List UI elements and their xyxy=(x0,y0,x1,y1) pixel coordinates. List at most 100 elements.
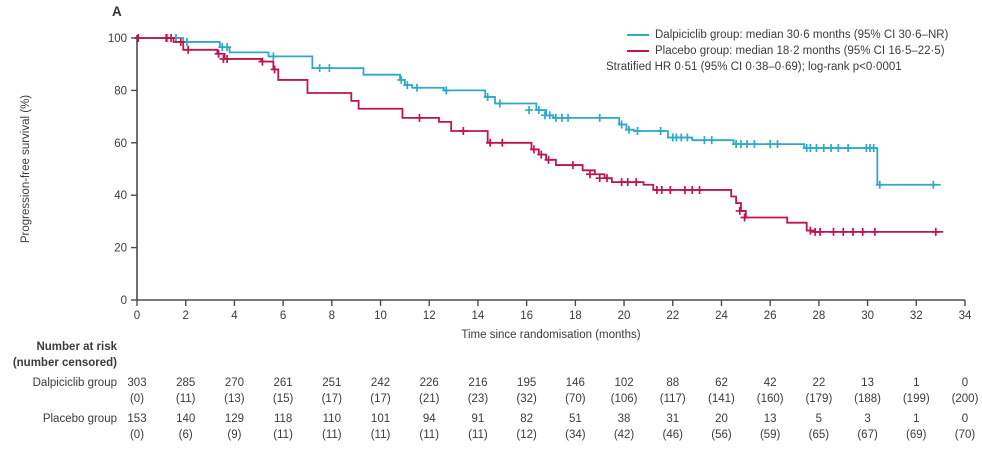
km-chart: 0 2 4 6 8 10 12 14 16 18 20 22 24 26 28 30 32 34020406080… xyxy=(108,33,972,322)
censor-mark-dalpiciclib xyxy=(403,81,412,90)
x-tick-label: 14 xyxy=(472,310,485,322)
risk-cell: (32) xyxy=(516,393,537,405)
risk-cell: (188) xyxy=(854,393,881,405)
survival-curve-placebo xyxy=(137,37,944,233)
censor-mark-dalpiciclib xyxy=(633,127,642,136)
risk-table-header-line1: Number at risk xyxy=(36,341,117,353)
censor-mark-placebo xyxy=(568,161,577,170)
risk-cell: (65) xyxy=(808,429,830,441)
censor-mark-dalpiciclib xyxy=(617,120,626,129)
x-tick-label: 10 xyxy=(374,310,387,322)
risk-cell: (0) xyxy=(129,393,145,405)
y-tick-label: 20 xyxy=(114,243,127,255)
risk-cell: 94 xyxy=(422,413,436,425)
risk-cell: (6) xyxy=(178,429,193,441)
censor-mark-placebo xyxy=(223,54,232,63)
x-tick-label: 6 xyxy=(280,310,286,322)
censor-mark-dalpiciclib xyxy=(773,140,782,149)
risk-cell: (59) xyxy=(759,429,781,441)
censor-mark-placebo xyxy=(858,227,867,236)
risk-cell: (11) xyxy=(273,429,293,441)
censor-mark-placebo xyxy=(816,227,825,236)
risk-cell: 146 xyxy=(565,377,585,389)
censor-mark-placebo xyxy=(848,227,857,236)
risk-cell: (11) xyxy=(370,429,391,441)
censor-mark-dalpiciclib xyxy=(875,180,884,189)
risk-cell: 91 xyxy=(471,413,485,425)
y-tick-label: 100 xyxy=(108,33,127,45)
risk-row-label-placebo: Placebo group xyxy=(42,413,117,425)
risk-cell: 110 xyxy=(322,413,341,425)
censor-mark-dalpiciclib xyxy=(812,144,821,153)
x-tick-label: 2 xyxy=(183,310,189,322)
risk-row-label-dalpiciclib: Dalpiciclib group xyxy=(32,377,117,389)
legend-row-placebo: Placebo group: median 18·2 months (95% C… xyxy=(606,43,948,59)
risk-cell: 0 xyxy=(961,377,969,389)
censor-mark-dalpiciclib xyxy=(269,52,278,61)
censor-mark-placebo xyxy=(529,145,538,154)
censor-mark-placebo xyxy=(688,185,697,194)
risk-cell: (12) xyxy=(516,429,537,441)
risk-cell: (11) xyxy=(175,393,196,405)
censor-mark-dalpiciclib xyxy=(564,113,573,122)
risk-cell: 195 xyxy=(517,377,537,389)
dalpiciclib-line-swatch-icon xyxy=(627,34,649,36)
chart-legend: Dalpiciclib group: median 30·6 months (9… xyxy=(606,27,948,75)
risk-cell: (11) xyxy=(322,429,342,441)
censor-mark-dalpiciclib xyxy=(325,64,334,73)
risk-cell: (42) xyxy=(613,429,635,441)
risk-cell: 270 xyxy=(224,377,244,389)
x-tick-label: 4 xyxy=(231,310,238,322)
censor-mark-dalpiciclib xyxy=(223,43,232,52)
censor-mark-placebo xyxy=(258,57,267,66)
censor-mark-placebo xyxy=(544,155,553,164)
x-tick-label: 18 xyxy=(569,310,582,322)
censor-mark-placebo xyxy=(486,138,495,147)
risk-cell: 42 xyxy=(763,377,777,389)
censor-mark-dalpiciclib xyxy=(534,106,543,115)
panel-label: A xyxy=(112,4,122,19)
censor-mark-placebo xyxy=(623,178,632,187)
y-tick-label: 60 xyxy=(114,138,127,150)
censor-mark-placebo xyxy=(134,34,143,42)
censor-mark-dalpiciclib xyxy=(442,86,451,95)
risk-cell: 153 xyxy=(127,413,147,425)
censor-mark-placebo xyxy=(270,65,279,74)
censor-mark-dalpiciclib xyxy=(683,133,692,142)
censor-mark-placebo xyxy=(603,174,612,183)
y-tick-label: 0 xyxy=(121,295,127,307)
legend-label-dalpiciclib: Dalpiciclib group: median 30·6 months (9… xyxy=(655,29,949,41)
x-tick-label: 22 xyxy=(666,310,679,322)
risk-cell: 20 xyxy=(715,413,728,425)
censor-mark-dalpiciclib xyxy=(413,83,422,92)
risk-cell: 285 xyxy=(176,377,196,389)
risk-cell: (17) xyxy=(321,393,343,405)
censor-mark-dalpiciclib xyxy=(624,125,633,134)
x-axis-title: Time since randomisation (months) xyxy=(461,329,641,341)
risk-cell: 62 xyxy=(715,377,728,389)
legend-row-dalpiciclib: Dalpiciclib group: median 30·6 months (9… xyxy=(606,27,948,43)
risk-cell: 3 xyxy=(864,413,871,425)
risk-cell: (17) xyxy=(370,393,391,405)
risk-cell: 242 xyxy=(370,377,391,389)
censor-mark-dalpiciclib xyxy=(844,144,853,153)
censor-mark-placebo xyxy=(214,49,223,58)
risk-cell: 129 xyxy=(224,413,244,425)
risk-cell: 31 xyxy=(666,413,680,425)
censor-mark-placebo xyxy=(695,185,704,194)
censor-mark-dalpiciclib xyxy=(750,140,759,149)
risk-cell: 101 xyxy=(370,413,391,425)
placebo-line-swatch-icon xyxy=(627,50,649,52)
censor-mark-dalpiciclib xyxy=(545,111,554,120)
risk-cell: (160) xyxy=(756,393,784,405)
risk-cell: (117) xyxy=(659,393,686,405)
risk-cell: (179) xyxy=(805,393,833,405)
risk-cell: 51 xyxy=(568,413,582,425)
risk-cell: (70) xyxy=(954,429,976,441)
censor-mark-dalpiciclib xyxy=(495,99,504,108)
x-tick-label: 28 xyxy=(812,310,825,322)
risk-cell: 226 xyxy=(419,377,439,389)
y-tick-label: 80 xyxy=(114,85,127,97)
risk-cell: (23) xyxy=(467,393,489,405)
